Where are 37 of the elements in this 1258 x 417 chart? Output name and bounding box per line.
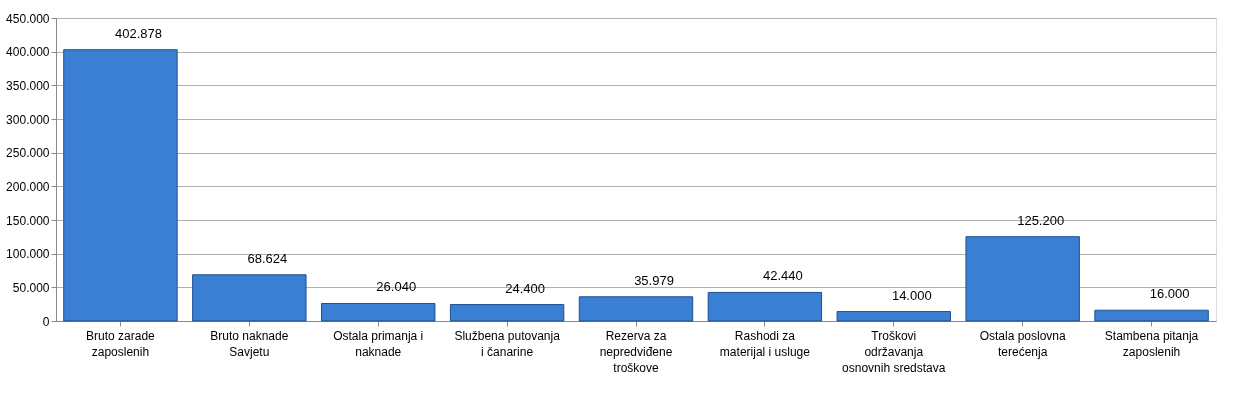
y-tick-label: 300.000 (6, 112, 50, 127)
bar (836, 311, 951, 322)
bar (449, 304, 565, 322)
data-label: 24.400 (505, 280, 545, 296)
data-label: 402.878 (114, 25, 162, 41)
bar (321, 302, 436, 322)
x-tick-label: Rashodi za materijal i usluge (719, 329, 811, 359)
y-tick-label: 0 (42, 314, 50, 329)
y-tick-label: 250.000 (6, 146, 50, 161)
bar (707, 291, 823, 322)
data-label: 42.440 (763, 268, 803, 284)
y-tick-label: 450.000 (6, 11, 50, 26)
x-tick-label: Bruto naknade Savjetu (210, 329, 289, 359)
y-tick-label: 200.000 (6, 179, 50, 194)
bar (965, 236, 1080, 322)
x-tick-label: Službena putovanja i čanarine (454, 329, 561, 359)
bar (1094, 309, 1209, 322)
y-tick-label: 50.000 (12, 280, 50, 295)
x-tick-label: Rezerva za nepredviđene troškove (599, 329, 673, 375)
y-tick-label: 100.000 (6, 247, 50, 262)
y-tick-label: 150.000 (6, 213, 50, 228)
y-tick-label: 400.000 (6, 45, 50, 60)
x-tick-label: Bruto zarade zaposlenih (86, 329, 156, 359)
x-tick-label: Ostala poslovna terećenja (979, 329, 1067, 359)
data-label: 14.000 (891, 287, 932, 303)
bar (192, 274, 307, 322)
bar (63, 49, 178, 322)
x-tick-label: Ostala primanja i naknade (333, 329, 424, 359)
y-tick-label: 350.000 (6, 78, 50, 93)
x-tick-label: Stambena pitanja zaposlenih (1104, 329, 1199, 359)
data-label: 125.200 (1017, 212, 1065, 228)
data-label: 35.979 (634, 272, 674, 288)
data-label: 26.040 (376, 279, 417, 295)
data-label: 68.624 (247, 250, 288, 266)
x-tick-label: Troškovi održavanja osnovnih sredstava (842, 329, 946, 375)
bar (578, 296, 694, 322)
data-label: 16.000 (1149, 286, 1190, 302)
